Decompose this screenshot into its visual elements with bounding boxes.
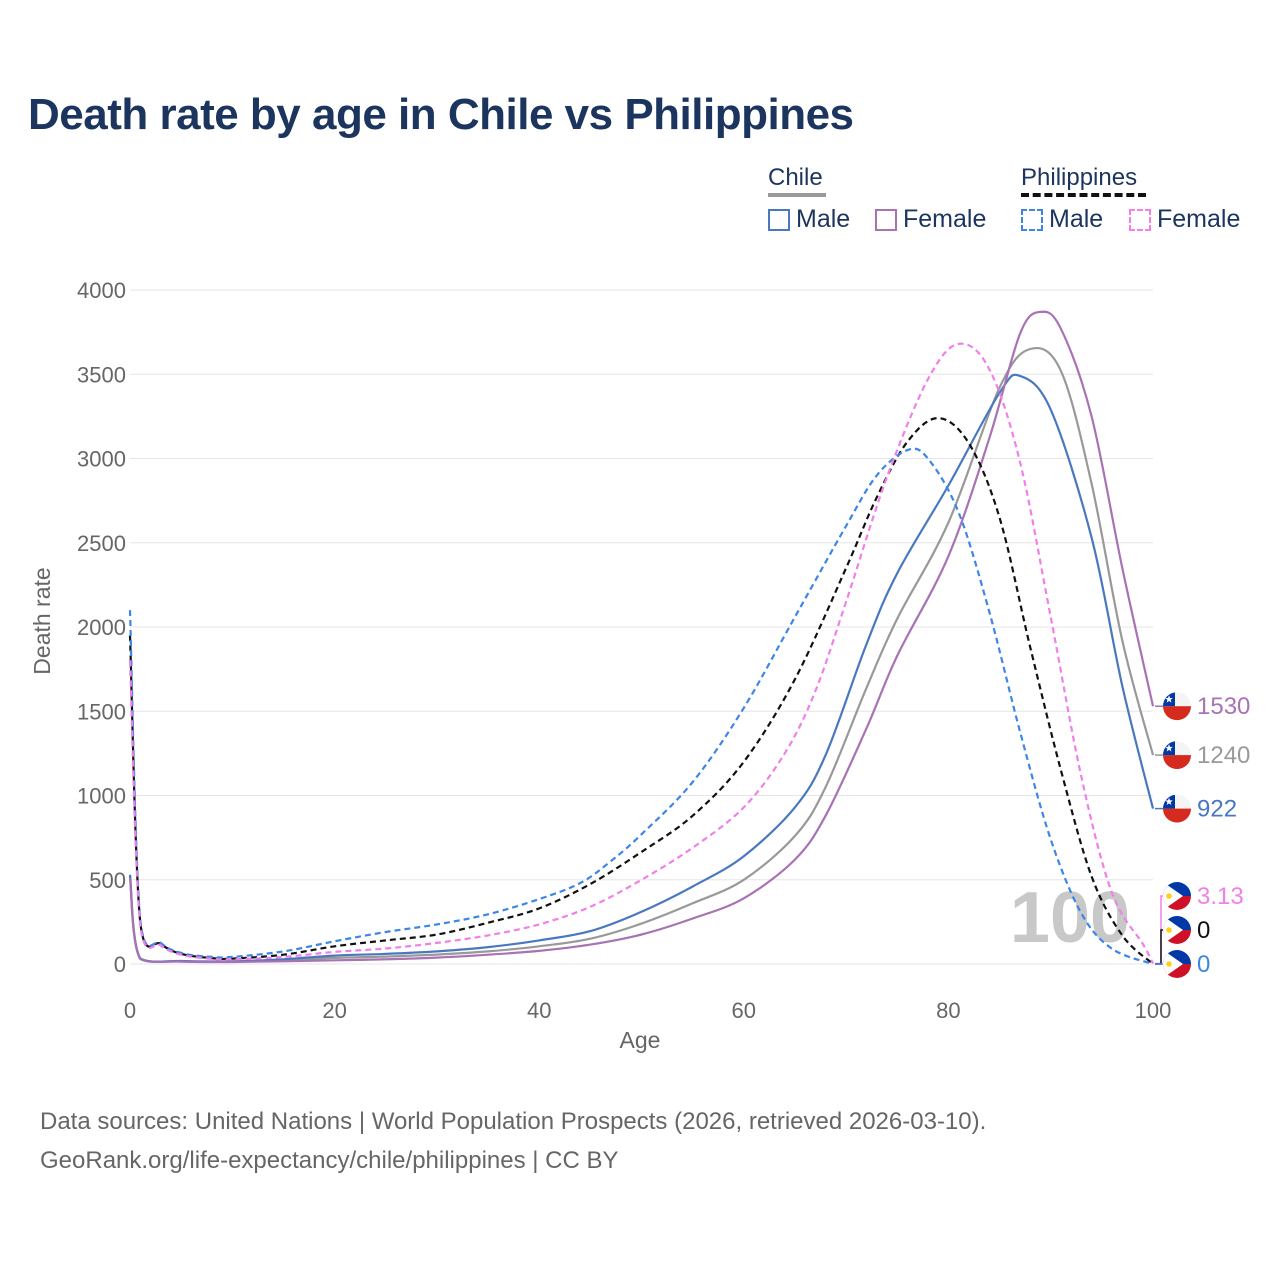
legend-swatch-chile-female [875, 208, 897, 231]
y-tick-label-1500: 1500 [77, 699, 126, 724]
legend-philippines-underline [1021, 193, 1146, 197]
series-layer [128, 310, 1155, 966]
series-line-chile-male[interactable] [128, 373, 1155, 963]
y-tick-label-2500: 2500 [77, 531, 126, 556]
footer-link[interactable]: GeoRank.org/life-expectancy/chile/philip… [40, 1147, 619, 1174]
legend-swatch-chile-male [768, 208, 790, 231]
end-label-chile-female[interactable]: 1530 [1155, 692, 1250, 721]
legend-label-philippines-male: Male [1049, 205, 1104, 233]
chile-flag-icon [1163, 741, 1191, 770]
axis-layer: Age Death rate 0500100015002000250030003… [29, 278, 1171, 1053]
end-label-value-chile-female: 1530 [1197, 693, 1250, 720]
end-label-chile-male[interactable]: 922 [1155, 794, 1237, 823]
end-label-connector-philippines-total [1155, 929, 1163, 965]
x-tick-label-40: 40 [527, 998, 551, 1023]
series-line-philippines-male[interactable] [128, 447, 1154, 966]
legend-label-chile-female: Female [903, 205, 987, 233]
end-label-value-philippines-total: 0 [1197, 917, 1210, 944]
footer-source: Data sources: United Nations | World Pop… [40, 1108, 987, 1135]
x-tick-label-100: 100 [1135, 998, 1172, 1023]
legend-label-philippines-female: Female [1157, 205, 1241, 233]
end-label-philippines-total[interactable]: 0 [1155, 916, 1210, 965]
y-tick-label-3500: 3500 [77, 362, 126, 387]
chile-flag-icon [1163, 692, 1191, 721]
end-label-chile-total[interactable]: 1240 [1155, 741, 1250, 770]
y-tick-label-3000: 3000 [77, 447, 126, 472]
legend-item-chile-male[interactable]: Male [768, 205, 850, 234]
legend-philippines-group-title[interactable]: Philippines [1021, 164, 1138, 191]
x-tick-label-20: 20 [322, 998, 346, 1023]
x-tick-label-60: 60 [732, 998, 756, 1023]
legend-swatch-philippines-female [1129, 208, 1151, 231]
legend-label-chile-male: Male [796, 205, 851, 233]
legend-chile-group-title[interactable]: Chile [768, 164, 823, 191]
y-axis-title: Death rate [29, 567, 55, 674]
legend-item-chile-female[interactable]: Female [875, 205, 986, 234]
x-axis-title: Age [620, 1027, 661, 1053]
y-tick-label-4000: 4000 [77, 278, 126, 303]
series-line-chile-female[interactable] [128, 310, 1155, 964]
philippines-flag-icon [1163, 882, 1191, 910]
y-tick-label-0: 0 [114, 952, 126, 977]
legend-item-philippines-female[interactable]: Female [1129, 205, 1240, 234]
series-line-philippines-total[interactable] [128, 416, 1154, 965]
y-tick-label-2000: 2000 [77, 615, 126, 640]
legend-chile-underline [768, 193, 826, 197]
end-label-value-philippines-female: 3.13 [1197, 883, 1244, 910]
chart-title: Death rate by age in Chile vs Philippine… [28, 90, 854, 139]
philippines-flag-icon [1163, 950, 1191, 978]
chart-plot: Age Death rate 0500100015002000250030003… [29, 278, 1250, 1053]
series-line-chile-total[interactable] [128, 346, 1155, 963]
end-label-value-chile-total: 1240 [1197, 742, 1250, 769]
end-label-layer: 1530 1240 922 3.13 0 0 [1155, 692, 1250, 978]
series-line-philippines-female[interactable] [128, 342, 1154, 965]
chile-flag-icon [1163, 794, 1191, 823]
x-tick-label-0: 0 [124, 998, 136, 1023]
x-tick-label-80: 80 [936, 998, 960, 1023]
end-label-philippines-male[interactable]: 0 [1155, 950, 1210, 978]
end-label-value-philippines-male: 0 [1197, 951, 1210, 978]
philippines-flag-icon [1163, 916, 1191, 944]
grid-layer [130, 289, 1153, 965]
legend-item-philippines-male[interactable]: Male [1021, 205, 1103, 234]
legend-swatch-philippines-male [1021, 208, 1043, 231]
end-label-value-chile-male: 922 [1197, 796, 1237, 823]
y-tick-label-500: 500 [89, 868, 126, 893]
y-tick-label-1000: 1000 [77, 784, 126, 809]
